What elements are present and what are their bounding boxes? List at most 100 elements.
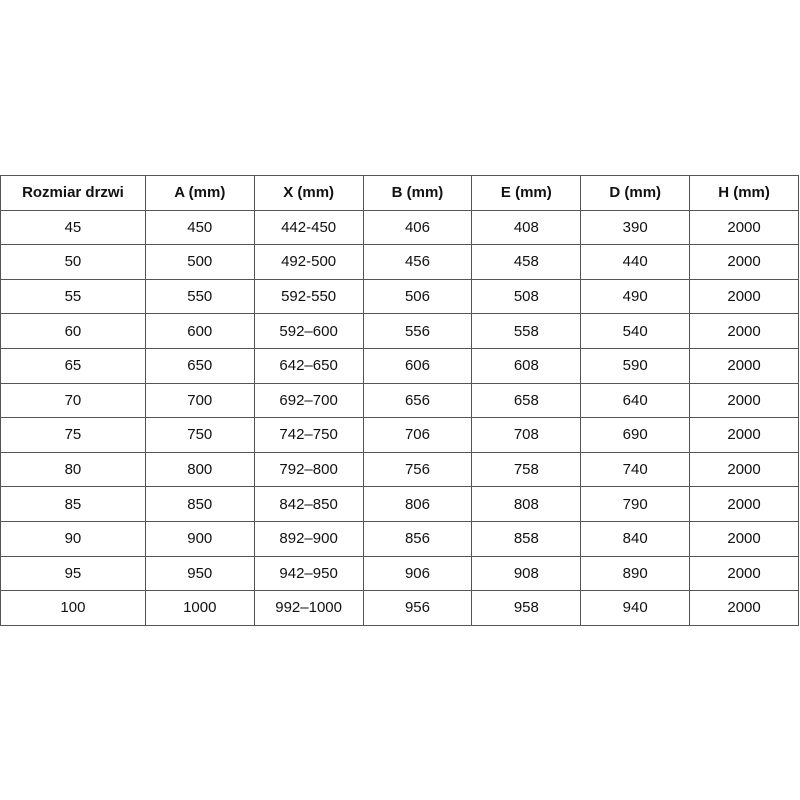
table-cell: 75 bbox=[0, 417, 146, 453]
column-header: D (mm) bbox=[580, 175, 691, 211]
door-size-table: Rozmiar drzwi A (mm) X (mm) B (mm) E (mm) D (… bbox=[0, 175, 799, 626]
table-cell: 658 bbox=[471, 382, 582, 419]
table-cell: 490 bbox=[580, 278, 691, 315]
table-cell: 790 bbox=[580, 486, 691, 522]
table-cell: 806 bbox=[362, 486, 473, 522]
table-cell: 2000 bbox=[689, 520, 799, 557]
table-cell: 942–950 bbox=[253, 555, 364, 592]
table-cell: 850 bbox=[144, 486, 255, 522]
table-cell: 456 bbox=[362, 244, 473, 280]
table-cell: 590 bbox=[580, 347, 691, 384]
table-cell: 70 bbox=[0, 382, 146, 419]
column-header: A (mm) bbox=[144, 175, 255, 211]
table-cell: 900 bbox=[144, 520, 255, 557]
table-row: 45 450 442-450 406 408 390 2000 bbox=[0, 209, 799, 246]
table-cell: 750 bbox=[144, 417, 255, 453]
table-row: 50 500 492-500 456 458 440 2000 bbox=[0, 244, 799, 280]
table-cell: 2000 bbox=[689, 417, 799, 453]
table-row: 55 550 592-550 506 508 490 2000 bbox=[0, 278, 799, 315]
table-cell: 1000 bbox=[144, 590, 255, 626]
table-cell: 650 bbox=[144, 347, 255, 384]
table-cell: 2000 bbox=[689, 347, 799, 384]
table-cell: 608 bbox=[471, 347, 582, 384]
table-cell: 540 bbox=[580, 313, 691, 349]
table-cell: 708 bbox=[471, 417, 582, 453]
table-cell: 808 bbox=[471, 486, 582, 522]
table-cell: 756 bbox=[362, 451, 473, 488]
table-cell: 492-500 bbox=[253, 244, 364, 280]
table-cell: 758 bbox=[471, 451, 582, 488]
table-cell: 956 bbox=[362, 590, 473, 626]
table-cell: 858 bbox=[471, 520, 582, 557]
table-cell: 506 bbox=[362, 278, 473, 315]
table-row: 100 1000 992–1000 956 958 940 2000 bbox=[0, 590, 799, 626]
table-row: 95 950 942–950 906 908 890 2000 bbox=[0, 555, 799, 592]
table-cell: 2000 bbox=[689, 209, 799, 246]
column-header: X (mm) bbox=[253, 175, 364, 211]
table-cell: 600 bbox=[144, 313, 255, 349]
table-cell: 692–700 bbox=[253, 382, 364, 419]
column-header: B (mm) bbox=[362, 175, 473, 211]
table-cell: 408 bbox=[471, 209, 582, 246]
table-cell: 440 bbox=[580, 244, 691, 280]
table-row: 70 700 692–700 656 658 640 2000 bbox=[0, 382, 799, 419]
table-cell: 700 bbox=[144, 382, 255, 419]
table-cell: 80 bbox=[0, 451, 146, 488]
table-cell: 458 bbox=[471, 244, 582, 280]
table-row: 60 600 592–600 556 558 540 2000 bbox=[0, 313, 799, 349]
table-cell: 690 bbox=[580, 417, 691, 453]
table-cell: 500 bbox=[144, 244, 255, 280]
column-header: E (mm) bbox=[471, 175, 582, 211]
table-cell: 2000 bbox=[689, 313, 799, 349]
table-cell: 442-450 bbox=[253, 209, 364, 246]
table-cell: 65 bbox=[0, 347, 146, 384]
table-cell: 556 bbox=[362, 313, 473, 349]
table-cell: 856 bbox=[362, 520, 473, 557]
table-cell: 792–800 bbox=[253, 451, 364, 488]
table-cell: 908 bbox=[471, 555, 582, 592]
table-cell: 550 bbox=[144, 278, 255, 315]
table-cell: 2000 bbox=[689, 451, 799, 488]
table-cell: 390 bbox=[580, 209, 691, 246]
table-cell: 2000 bbox=[689, 382, 799, 419]
column-header: Rozmiar drzwi bbox=[0, 175, 146, 211]
table-cell: 642–650 bbox=[253, 347, 364, 384]
table-cell: 906 bbox=[362, 555, 473, 592]
table-cell: 2000 bbox=[689, 278, 799, 315]
table-cell: 60 bbox=[0, 313, 146, 349]
table-cell: 592-550 bbox=[253, 278, 364, 315]
table-cell: 640 bbox=[580, 382, 691, 419]
table-cell: 740 bbox=[580, 451, 691, 488]
table-cell: 950 bbox=[144, 555, 255, 592]
table-cell: 95 bbox=[0, 555, 146, 592]
table-cell: 2000 bbox=[689, 244, 799, 280]
table-cell: 508 bbox=[471, 278, 582, 315]
table-row: 75 750 742–750 706 708 690 2000 bbox=[0, 417, 799, 453]
table-cell: 842–850 bbox=[253, 486, 364, 522]
table-cell: 50 bbox=[0, 244, 146, 280]
table-cell: 706 bbox=[362, 417, 473, 453]
table-cell: 656 bbox=[362, 382, 473, 419]
table-row: 65 650 642–650 606 608 590 2000 bbox=[0, 347, 799, 384]
header-row: Rozmiar drzwi A (mm) X (mm) B (mm) E (mm) D (… bbox=[0, 175, 799, 211]
table-row: 90 900 892–900 856 858 840 2000 bbox=[0, 520, 799, 557]
table-cell: 958 bbox=[471, 590, 582, 626]
table-cell: 2000 bbox=[689, 555, 799, 592]
table-cell: 800 bbox=[144, 451, 255, 488]
column-header: H (mm) bbox=[689, 175, 799, 211]
table-cell: 940 bbox=[580, 590, 691, 626]
table-cell: 892–900 bbox=[253, 520, 364, 557]
table-cell: 55 bbox=[0, 278, 146, 315]
table-cell: 450 bbox=[144, 209, 255, 246]
table-cell: 45 bbox=[0, 209, 146, 246]
table-cell: 406 bbox=[362, 209, 473, 246]
table-cell: 840 bbox=[580, 520, 691, 557]
table-cell: 100 bbox=[0, 590, 146, 626]
table-cell: 558 bbox=[471, 313, 582, 349]
table-row: 80 800 792–800 756 758 740 2000 bbox=[0, 451, 799, 488]
table-cell: 2000 bbox=[689, 486, 799, 522]
table-cell: 90 bbox=[0, 520, 146, 557]
table-cell: 592–600 bbox=[253, 313, 364, 349]
table-cell: 992–1000 bbox=[253, 590, 364, 626]
table-cell: 742–750 bbox=[253, 417, 364, 453]
